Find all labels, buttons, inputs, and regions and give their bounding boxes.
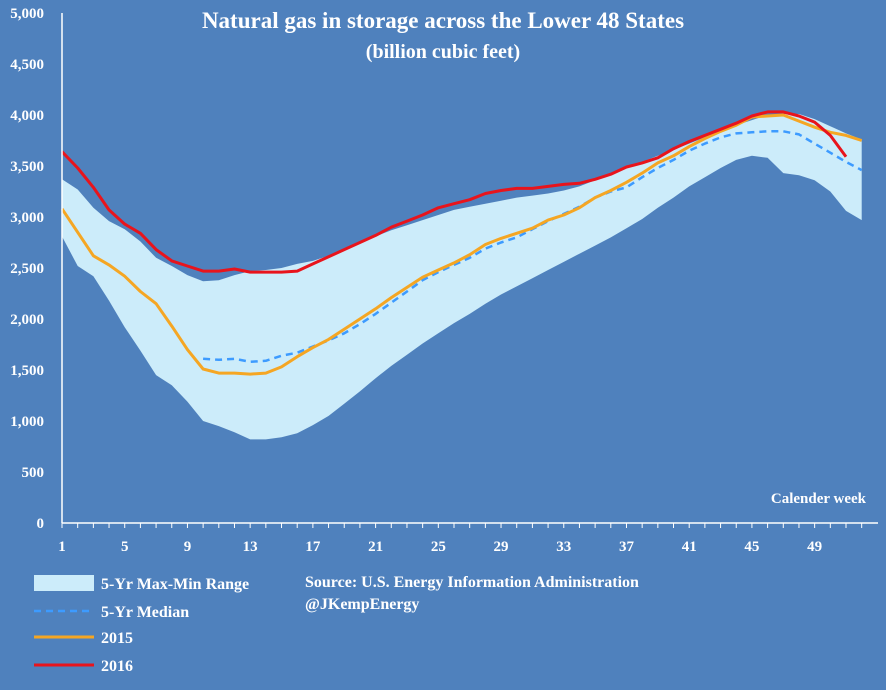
chart-title: Natural gas in storage across the Lower … — [202, 8, 684, 33]
y-axis-ticks: 0 500 1,000 1,500 2,000 2,500 3,000 3,500 4,000 4… — [10, 6, 44, 532]
plot-area — [60, 110, 863, 440]
x-tick-label: 33 — [556, 539, 571, 555]
y-tick-label: 4,000 — [10, 108, 44, 124]
legend-label-median: 5-Yr Median — [101, 604, 189, 621]
legend-swatch-range — [34, 575, 94, 591]
x-axis-label: Calender week — [771, 491, 867, 507]
x-tick-label: 49 — [807, 539, 822, 555]
x-tick-label: 41 — [682, 539, 697, 555]
y-tick-label: 0 — [37, 516, 45, 532]
x-tick-label: 45 — [744, 539, 759, 555]
x-tick-label: 1 — [58, 539, 66, 555]
x-tick-label: 9 — [184, 539, 192, 555]
y-tick-label: 500 — [22, 465, 45, 481]
y-tick-label: 5,000 — [10, 6, 44, 22]
legend: 5-Yr Max-Min Range 5-Yr Median 2015 2016 — [34, 575, 249, 675]
chart-subtitle: (billion cubic feet) — [366, 41, 520, 63]
x-tick-label: 37 — [619, 539, 635, 555]
handle-annotation: @JKempEnergy — [305, 596, 419, 613]
y-tick-label: 3,500 — [10, 159, 44, 175]
range-area — [62, 114, 862, 440]
x-tick-label: 29 — [494, 539, 509, 555]
y-tick-label: 2,000 — [10, 312, 44, 328]
legend-label-2015: 2015 — [101, 630, 133, 647]
y-tick-label: 1,000 — [10, 414, 44, 430]
legend-label-2016: 2016 — [101, 658, 133, 675]
y-tick-label: 3,000 — [10, 210, 44, 226]
legend-label-range: 5-Yr Max-Min Range — [101, 576, 249, 593]
x-tick-label: 21 — [368, 539, 383, 555]
line-2016 — [60, 110, 848, 274]
x-axis-ticks: 1 5 9 13 17 21 25 29 33 37 41 45 49 — [58, 523, 863, 555]
y-tick-label: 4,500 — [10, 57, 44, 73]
x-tick-label: 17 — [305, 539, 321, 555]
line-2015 — [60, 113, 863, 376]
y-tick-label: 2,500 — [10, 261, 44, 277]
x-tick-label: 5 — [121, 539, 129, 555]
source-annotation: Source: U.S. Energy Information Administ… — [305, 574, 639, 591]
y-tick-label: 1,500 — [10, 363, 44, 379]
x-tick-label: 25 — [431, 539, 446, 555]
x-tick-label: 13 — [243, 539, 258, 555]
